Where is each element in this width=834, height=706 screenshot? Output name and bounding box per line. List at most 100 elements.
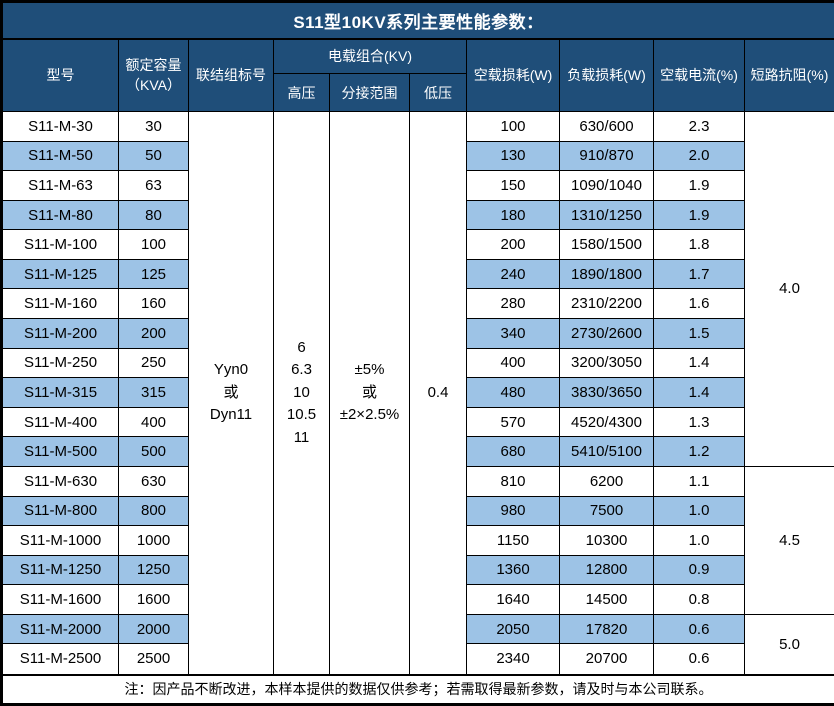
load-loss-cell: 1310/1250 [559,199,654,231]
no-load-current-cell: 1.3 [653,406,745,438]
table-row: S11-M-200 200 340 2730/2600 1.5 [1,318,834,349]
model-cell: S11-M-100 [1,229,119,260]
table-row: S11-M-800 800 980 7500 1.0 [1,495,834,527]
no-load-loss-cell: 810 [466,465,560,497]
model-cell: S11-M-315 [1,377,119,408]
no-load-current-cell: 1.9 [653,199,745,231]
low-voltage-cell: 0.4 [409,111,467,675]
no-load-loss-cell: 1640 [466,584,560,615]
capacity-cell: 2500 [118,643,189,675]
table-body: S11-M-30 30 Yyn0 或 Dyn11 6 6.3 10 10.5 11 ±5… [1,111,834,676]
col-header-capacity: 额定容量 （KVA） [118,38,189,112]
table-row: S11-M-100 100 200 1580/1500 1.8 [1,229,834,260]
title-row: S11型10KV系列主要性能参数： [1,1,834,40]
capacity-cell: 80 [118,199,189,231]
capacity-cell: 200 [118,318,189,349]
no-load-loss-cell: 280 [466,288,560,320]
load-loss-cell: 3830/3650 [559,377,654,408]
page-title: S11型10KV系列主要性能参数： [1,1,834,40]
model-cell: S11-M-63 [1,170,119,201]
load-loss-cell: 10300 [559,525,654,556]
no-load-loss-cell: 480 [466,377,560,408]
capacity-cell: 630 [118,465,189,497]
no-load-current-cell: 1.9 [653,170,745,201]
model-cell: S11-M-1600 [1,584,119,615]
no-load-loss-cell: 680 [466,436,560,467]
table-row: S11-M-630 630 810 6200 1.1 4.5 [1,465,834,615]
table-row: S11-M-125 125 240 1890/1800 1.7 [1,258,834,290]
impedance-cell: 5.0 [744,613,834,676]
load-loss-cell: 630/600 [559,111,654,142]
no-load-loss-cell: 1150 [466,525,560,556]
capacity-cell: 500 [118,436,189,467]
no-load-loss-cell: 2340 [466,643,560,675]
model-cell: S11-M-630 [1,465,119,497]
no-load-current-cell: 2.0 [653,140,745,172]
model-cell: S11-M-80 [1,199,119,231]
no-load-loss-cell: 130 [466,140,560,172]
load-loss-cell: 910/870 [559,140,654,172]
no-load-loss-cell: 570 [466,406,560,438]
no-load-current-cell: 0.6 [653,613,745,645]
col-header-high-voltage: 高压 [273,73,330,112]
no-load-loss-cell: 180 [466,199,560,231]
impedance-cell: 4.5 [744,465,834,615]
load-loss-cell: 12800 [559,554,654,586]
table-row: S11-M-500 500 680 5410/5100 1.2 [1,436,834,467]
note-row: 注：因产品不断改进，本样本提供的数据仅供参考；若需取得最新参数，请及时与本公司联… [1,673,834,705]
header-row-1: 型号 额定容量 （KVA） 联结组标号 电载组合(KV) 空载损耗(W) 负载损… [1,38,834,112]
model-cell: S11-M-800 [1,495,119,527]
load-loss-cell: 17820 [559,613,654,645]
col-header-tap-range: 分接范围 [329,73,410,112]
no-load-current-cell: 1.4 [653,347,745,379]
load-loss-cell: 2730/2600 [559,318,654,349]
table-row: S11-M-1600 1600 1640 14500 0.8 [1,584,834,615]
model-cell: S11-M-500 [1,436,119,467]
model-cell: S11-M-50 [1,140,119,172]
no-load-loss-cell: 2050 [466,613,560,645]
col-header-low-voltage: 低压 [409,73,467,112]
no-load-current-cell: 1.4 [653,377,745,408]
load-loss-cell: 6200 [559,465,654,497]
model-cell: S11-M-1250 [1,554,119,586]
col-header-voltage-group: 电载组合(KV) [273,38,467,74]
capacity-cell: 800 [118,495,189,527]
no-load-current-cell: 1.5 [653,318,745,349]
header-row-2: 高压 分接范围 低压 [2,73,834,112]
connection-cell: Yyn0 或 Dyn11 [188,111,274,675]
impedance-cell: 4.0 [744,111,834,467]
table-row: S11-M-80 80 180 1310/1250 1.9 [1,199,834,231]
capacity-cell: 315 [118,377,189,408]
note-text: 注：因产品不断改进，本样本提供的数据仅供参考；若需取得最新参数，请及时与本公司联… [1,673,834,705]
capacity-cell: 125 [118,258,189,290]
model-cell: S11-M-250 [1,347,119,379]
table-row: S11-M-63 63 150 1090/1040 1.9 [1,170,834,201]
table-row: S11-M-400 400 570 4520/4300 1.3 [1,406,834,438]
model-cell: S11-M-1000 [1,525,119,556]
col-header-impedance: 短路抗阻(%) [744,38,834,112]
load-loss-cell: 3200/3050 [559,347,654,379]
load-loss-cell: 14500 [559,584,654,615]
no-load-loss-cell: 400 [466,347,560,379]
capacity-cell: 400 [118,406,189,438]
capacity-cell: 50 [118,140,189,172]
no-load-current-cell: 2.3 [653,111,745,142]
no-load-loss-cell: 200 [466,229,560,260]
table-row: S11-M-2500 2500 2340 20700 0.6 [1,643,834,675]
capacity-cell: 1600 [118,584,189,615]
col-header-no-load-loss: 空载损耗(W) [466,38,560,112]
no-load-current-cell: 0.9 [653,554,745,586]
no-load-current-cell: 0.8 [653,584,745,615]
no-load-current-cell: 1.8 [653,229,745,260]
capacity-cell: 63 [118,170,189,201]
no-load-loss-cell: 150 [466,170,560,201]
capacity-cell: 30 [118,111,189,142]
high-voltage-cell: 6 6.3 10 10.5 11 [273,111,330,675]
no-load-loss-cell: 340 [466,318,560,349]
capacity-cell: 100 [118,229,189,260]
no-load-loss-cell: 240 [466,258,560,290]
table-row: S11-M-2000 2000 2050 17820 0.6 5.0 [1,613,834,676]
table-row: S11-M-160 160 280 2310/2200 1.6 [1,288,834,320]
